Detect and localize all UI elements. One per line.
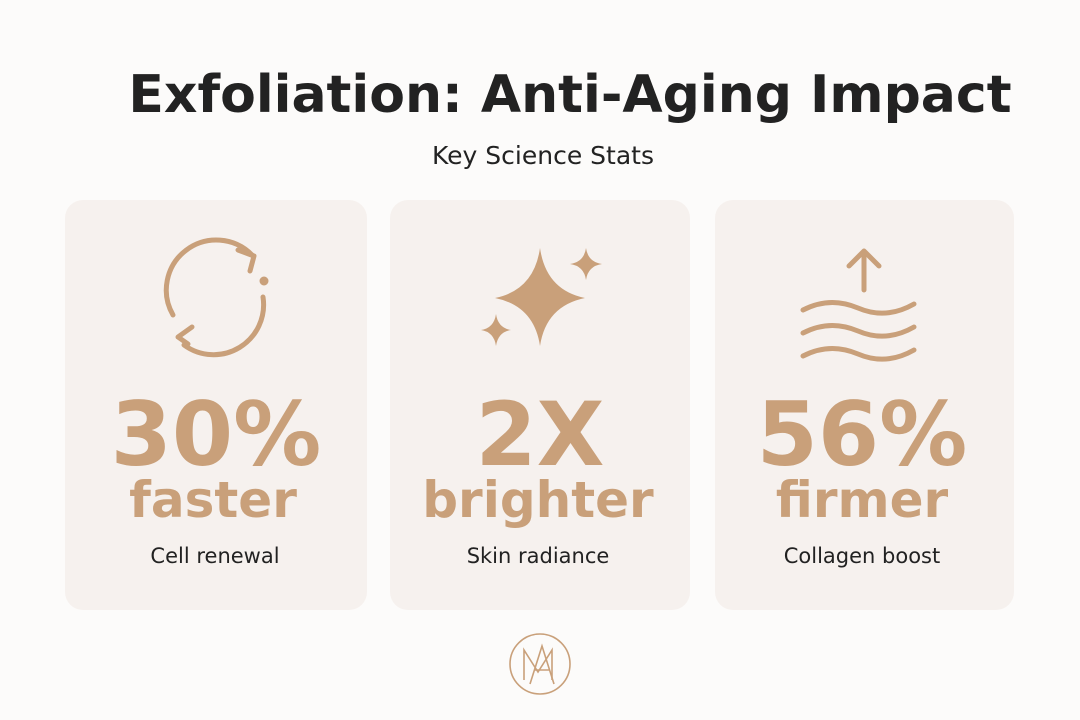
card-background xyxy=(390,200,690,610)
stat-value: 2X xyxy=(475,383,604,486)
stat-card: 2X brighter Skin radiance xyxy=(390,200,690,610)
subtitle: Key Science Stats xyxy=(432,141,654,170)
stat-value: 30% xyxy=(111,383,322,486)
stat-card: 30% faster Cell renewal xyxy=(65,200,367,610)
renew-icon xyxy=(163,237,269,358)
stat-value: 56% xyxy=(757,383,968,486)
brand-logo xyxy=(509,633,571,695)
stat-card: 56% firmer Collagen boost xyxy=(715,200,1014,610)
stat-label: Skin radiance xyxy=(467,544,610,568)
sparkle-icon xyxy=(481,248,602,346)
stat-descriptor: firmer xyxy=(776,471,949,529)
title: Exfoliation: Anti-Aging Impact xyxy=(128,65,1011,125)
lift-icon xyxy=(800,248,917,362)
stat-descriptor: faster xyxy=(129,471,297,529)
stat-descriptor: brighter xyxy=(422,471,654,529)
stat-label: Collagen boost xyxy=(784,544,941,568)
card-background xyxy=(715,200,1014,610)
card-background xyxy=(65,200,367,610)
stat-label: Cell renewal xyxy=(150,544,279,568)
